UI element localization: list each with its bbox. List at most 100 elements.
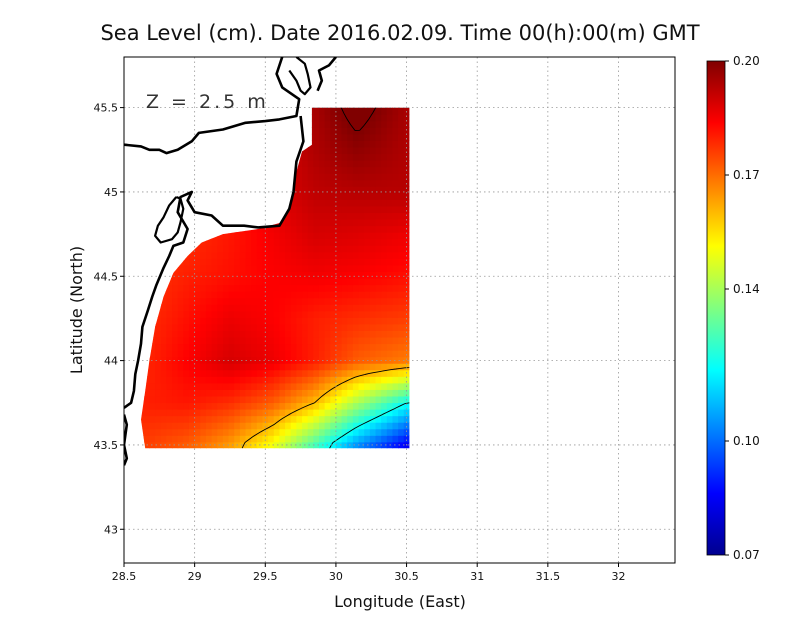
heatmap-cell — [160, 317, 167, 325]
heatmap-cell — [172, 323, 179, 331]
heatmap-cell — [330, 127, 337, 135]
heatmap-cell — [352, 422, 360, 430]
heatmap-cell — [341, 212, 348, 220]
heatmap-cell — [222, 264, 230, 272]
heatmap-cell — [273, 271, 281, 279]
heatmap-cell — [296, 218, 303, 227]
heatmap-cell — [217, 271, 224, 279]
heatmap-cell — [307, 363, 314, 371]
heatmap-cell — [166, 422, 173, 430]
heatmap-cell — [268, 350, 275, 358]
heatmap-cell — [228, 363, 235, 371]
heatmap-cell — [217, 245, 224, 253]
heatmap-cell — [330, 186, 337, 194]
heatmap-cell — [155, 336, 162, 345]
heatmap-cell — [200, 363, 207, 371]
heatmap-cell — [296, 363, 303, 371]
heatmap-cell — [392, 395, 399, 404]
heatmap-cell — [381, 205, 388, 214]
heatmap-cell — [341, 310, 348, 318]
heatmap-cell — [398, 356, 405, 364]
heatmap-cell — [386, 264, 394, 272]
heatmap-cell — [347, 218, 354, 227]
heatmap-cell — [302, 408, 309, 417]
heatmap-cell — [188, 408, 196, 417]
heatmap-cell — [200, 350, 207, 358]
heatmap-cell — [318, 336, 326, 345]
heatmap-cell — [330, 310, 337, 318]
heatmap-cell — [211, 343, 218, 351]
heatmap-cell — [194, 382, 201, 390]
heatmap-cell — [369, 120, 377, 128]
heatmap-cell — [386, 199, 394, 207]
heatmap-cell — [341, 146, 348, 155]
heatmap-cell — [369, 310, 377, 318]
heatmap-cell — [358, 291, 365, 299]
heatmap-cell — [381, 127, 388, 135]
heatmap-cell — [318, 218, 326, 227]
heatmap-cell — [324, 153, 331, 161]
heatmap-cell — [403, 212, 410, 220]
heatmap-cell — [381, 382, 388, 390]
heatmap-cell — [279, 389, 286, 397]
heatmap-cell — [398, 133, 405, 141]
heatmap-cell — [222, 402, 230, 410]
heatmap-cell — [347, 369, 354, 377]
heatmap-cell — [313, 166, 320, 174]
heatmap-cell — [149, 395, 156, 404]
heatmap-cell — [341, 245, 348, 253]
heatmap-cell — [183, 382, 190, 390]
heatmap-cell — [392, 343, 399, 351]
heatmap-cell — [234, 277, 241, 286]
heatmap-cell — [155, 369, 162, 377]
heatmap-cell — [285, 212, 292, 220]
heatmap-cell — [352, 363, 360, 371]
heatmap-cell — [205, 310, 213, 318]
heatmap-cell — [358, 271, 365, 279]
heatmap-cell — [313, 264, 320, 272]
heatmap-cell — [352, 369, 360, 377]
heatmap-cell — [166, 297, 173, 305]
heatmap-cell — [398, 389, 405, 397]
heatmap-cell — [211, 284, 218, 292]
heatmap-cell — [347, 356, 354, 364]
heatmap-cell — [318, 153, 326, 161]
heatmap-cell — [183, 343, 190, 351]
heatmap-cell — [392, 441, 399, 449]
heatmap-cell — [330, 323, 337, 331]
heatmap-cell — [381, 271, 388, 279]
heatmap-cell — [296, 232, 303, 240]
heatmap-cell — [347, 192, 354, 200]
heatmap-cell — [358, 343, 365, 351]
heatmap-cell — [273, 232, 281, 240]
heatmap-cell — [279, 395, 286, 404]
heatmap-cell — [234, 238, 241, 246]
heatmap-cell — [279, 382, 286, 390]
heatmap-cell — [318, 330, 326, 338]
heatmap-cell — [177, 408, 184, 417]
heatmap-cell — [381, 323, 388, 331]
heatmap-cell — [381, 376, 388, 384]
heatmap-cell — [251, 395, 258, 404]
heatmap-cell — [358, 323, 365, 331]
heatmap-cell — [307, 264, 314, 272]
heatmap-cell — [358, 317, 365, 325]
heatmap-cell — [228, 297, 235, 305]
heatmap-cell — [222, 415, 230, 423]
heatmap-cell — [307, 369, 314, 377]
heatmap-cell — [318, 127, 326, 135]
heatmap-cell — [285, 245, 292, 253]
heatmap-cell — [228, 382, 235, 390]
heatmap-cell — [369, 186, 377, 194]
heatmap-cell — [234, 363, 241, 371]
heatmap-cell — [268, 428, 275, 436]
heatmap-cell — [205, 245, 213, 253]
heatmap-cell — [188, 258, 196, 266]
heatmap-cell — [392, 160, 399, 168]
heatmap-cell — [341, 160, 348, 168]
heatmap-cell — [177, 395, 184, 404]
heatmap-cell — [268, 291, 275, 299]
heatmap-cell — [302, 173, 309, 181]
heatmap-cell — [273, 363, 281, 371]
heatmap-cell — [392, 212, 399, 220]
